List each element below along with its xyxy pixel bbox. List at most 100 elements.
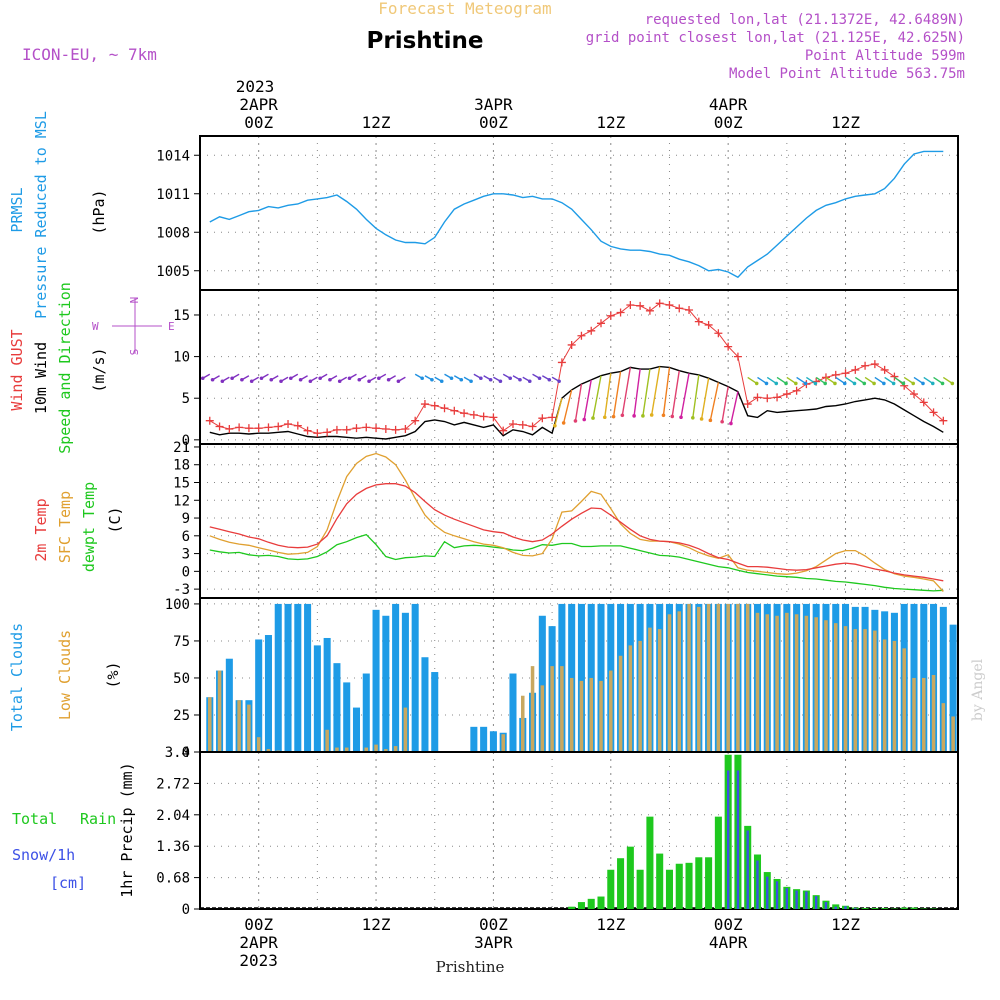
total-cloud-bar (392, 603, 400, 752)
gust-marker (489, 413, 498, 422)
snow-bar (726, 770, 730, 909)
y-tick-label: 12 (173, 493, 190, 509)
total-cloud-bar (304, 603, 312, 752)
gust-marker (587, 326, 596, 335)
wind-arrow-head (527, 379, 532, 384)
wind-arrow (923, 376, 934, 384)
top-date-label: 4APR (709, 95, 748, 114)
gust-marker (792, 386, 801, 395)
total-cloud-bar (352, 707, 361, 752)
dewpoint-line (209, 533, 944, 592)
gust-marker (235, 423, 244, 432)
wind-arrow-head (308, 379, 313, 384)
low-cloud-bar (579, 680, 584, 752)
gust-marker (323, 428, 332, 437)
wind-arrow-head (488, 377, 493, 382)
low-cloud-bar (599, 680, 603, 752)
wind-arrow-head (430, 377, 434, 382)
wind-arrow-head (561, 421, 566, 425)
wind-arrow (796, 376, 807, 384)
low-cloud-bar (237, 700, 241, 752)
low-cloud-bar (892, 640, 897, 752)
gust-marker (274, 422, 283, 431)
low-cloud-bar (687, 603, 691, 752)
low-cloud-bar (745, 603, 750, 752)
low-cloud-bar (344, 747, 349, 752)
gust-marker (313, 429, 322, 438)
wind-arrow (776, 376, 787, 384)
rain-bar (881, 908, 889, 909)
wind-arrow (786, 376, 797, 384)
bottom-date-label: 2APR (239, 933, 278, 952)
wind-arrow-head (547, 377, 552, 382)
low-cloud-bar (618, 655, 623, 752)
sfc-temp-line (209, 452, 944, 592)
bottom-hour-label: 00Z (244, 915, 273, 934)
wind-arrow-head (632, 414, 636, 418)
low-cloud-bar (530, 666, 535, 752)
gust-marker (420, 400, 429, 409)
low-cloud-bar (374, 744, 378, 752)
low-cloud-bar (775, 615, 779, 752)
low-cloud-bar (677, 611, 682, 752)
wind-arrow-head (357, 377, 362, 382)
wind-arrow-head (347, 376, 352, 381)
rain-bar (685, 862, 693, 909)
temp-sfc-label: SFC Temp (56, 491, 74, 563)
wind-arrow-head (469, 379, 473, 384)
gust-marker (381, 425, 390, 434)
wind-arrow (766, 376, 777, 384)
wind-arrow-head (882, 381, 886, 386)
gust-marker (880, 365, 889, 374)
gust-marker (733, 352, 742, 361)
gust-marker (411, 416, 420, 425)
footer-location: Prishtine (436, 958, 505, 976)
low-cloud-bar (706, 603, 711, 752)
low-cloud-bar (931, 675, 936, 752)
bottom-hour-label: 00Z (714, 915, 743, 934)
wind-arrow-head (784, 381, 788, 386)
low-cloud-bar (912, 677, 916, 752)
low-cloud-bar (814, 617, 818, 752)
wind-arrow (671, 370, 680, 417)
wind-gust-line (209, 302, 944, 434)
y-tick-label: 100 (165, 597, 190, 613)
low-cloud-bar (794, 614, 799, 752)
y-tick-label: 10 (173, 350, 190, 366)
wind-arrow (583, 379, 592, 420)
wind-arrow (845, 376, 855, 384)
total-cloud-bar (597, 603, 605, 752)
top-date-label: 3APR (474, 95, 513, 114)
gust-marker (460, 409, 469, 418)
gust-marker (890, 372, 899, 381)
wind-arrow-head (459, 377, 464, 382)
total-cloud-bar (333, 663, 341, 752)
total-cloud-bar (431, 672, 439, 752)
wind-arrow-head (833, 381, 837, 386)
wind-arrow-head (921, 381, 925, 386)
wind-arrow (692, 374, 700, 418)
total-cloud-bar (313, 645, 321, 752)
wind-arrow-head (249, 379, 254, 384)
wind-arrow-head (641, 414, 645, 418)
wind-arrow-head (708, 418, 713, 423)
y-tick-label: 9 (182, 511, 190, 527)
total-cloud-bar (939, 606, 947, 752)
gust-marker (284, 420, 293, 429)
panel-precip: 0 0.68 1.36 2.04 2.72 3.4 (156, 745, 959, 918)
bottom-hour-label: 12Z (831, 915, 860, 934)
gust-marker (401, 425, 410, 434)
low-cloud-bar (208, 697, 212, 752)
wind-arrow (903, 376, 914, 384)
bottom-hour-label: 12Z (596, 915, 625, 934)
wind-arrow (650, 366, 661, 416)
gust-marker (665, 300, 674, 309)
low-cloud-bar (560, 666, 564, 752)
wind-arrow (592, 375, 602, 419)
wind-arrow-head (269, 377, 274, 382)
wind-arrow-head (891, 381, 896, 386)
low-cloud-bar (521, 695, 525, 752)
wind-arrow (854, 376, 865, 384)
y-tick-label: 15 (173, 308, 190, 324)
gust-marker (763, 394, 772, 403)
